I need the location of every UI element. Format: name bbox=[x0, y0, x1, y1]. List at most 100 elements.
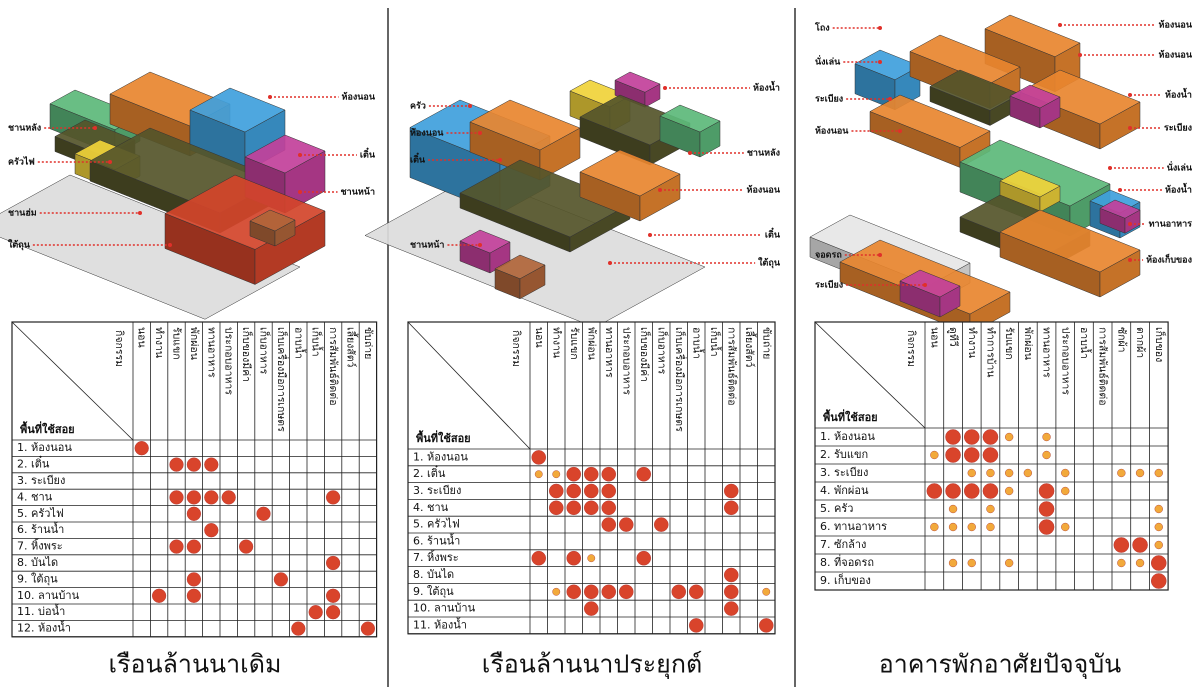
box-top bbox=[614, 71, 661, 93]
box-top bbox=[899, 269, 961, 298]
leader-dot bbox=[298, 190, 302, 194]
activity-dot bbox=[723, 500, 739, 516]
activity-dot bbox=[204, 490, 219, 505]
row-label: 3. ระเบียง bbox=[17, 474, 65, 487]
column-header: เก็บของมีค่า bbox=[240, 327, 254, 382]
diagram-label: ห้องนอน bbox=[342, 92, 376, 103]
row-label: 4. ชาน bbox=[17, 490, 53, 503]
activity-dot bbox=[587, 554, 596, 563]
activity-dot bbox=[134, 441, 149, 456]
row-label: 2. เติ๋น bbox=[413, 465, 446, 481]
column-header: อาบน้ำ bbox=[1078, 327, 1092, 359]
activity-dot bbox=[1150, 573, 1167, 589]
diagram-label: เติ๋น bbox=[765, 227, 781, 240]
activity-dot bbox=[204, 457, 219, 472]
leader-dot bbox=[93, 126, 97, 130]
activity-dot bbox=[1004, 468, 1014, 478]
activity-dot bbox=[583, 483, 599, 499]
row-label: 9. ใต้ถุน bbox=[17, 572, 58, 585]
activity-dot bbox=[1004, 558, 1014, 568]
diagram-label: จอดรถ bbox=[815, 251, 842, 261]
activity-dot bbox=[256, 506, 271, 521]
row-label: 4. ชาน bbox=[413, 501, 449, 514]
box-top bbox=[999, 209, 1141, 273]
row-label: 1. ห้องนอน bbox=[17, 441, 72, 454]
activity-dot bbox=[618, 584, 634, 600]
activity-dot bbox=[948, 504, 958, 514]
column-header: รับแขก bbox=[1003, 327, 1015, 360]
leader-dot bbox=[268, 95, 272, 99]
column-header: ทำงาน bbox=[153, 327, 165, 358]
activity-dot bbox=[1154, 468, 1163, 478]
leader-dot bbox=[108, 160, 112, 164]
diagram-label: ครัวไฟ bbox=[8, 156, 35, 168]
activity-dot bbox=[186, 539, 201, 554]
row-label: 5. ครัว bbox=[820, 502, 853, 515]
leader-dot bbox=[898, 129, 902, 133]
activity-dot bbox=[583, 601, 599, 616]
diagram-label: ห้องน้ำ bbox=[1165, 183, 1192, 196]
column-header: พักผ่อน bbox=[585, 327, 597, 360]
row-label: 2. รับแขก bbox=[820, 448, 868, 461]
activity-dot bbox=[552, 587, 561, 596]
diagram-label: นั่งเล่น bbox=[815, 55, 841, 68]
leader-dot bbox=[468, 104, 472, 108]
column-header: เก็บอาหาร bbox=[258, 327, 272, 375]
activity-dot bbox=[986, 468, 995, 478]
row-label: 9. ใต้ถุน bbox=[413, 585, 454, 598]
column-header: ทำงาน bbox=[550, 327, 562, 358]
activity-dot bbox=[169, 457, 184, 472]
row-label: 10. ลานบ้าน bbox=[17, 589, 80, 602]
box-top bbox=[459, 229, 511, 254]
column-header: นอน bbox=[928, 327, 940, 348]
diagram-label: เติ๋น bbox=[410, 152, 426, 165]
diagram-label: ห้องนอน bbox=[747, 185, 781, 196]
activity-dot bbox=[1113, 537, 1130, 553]
row-label: 1. ห้องนอน bbox=[413, 450, 468, 463]
row-label: 3. ระเบียง bbox=[413, 484, 461, 497]
activity-dot bbox=[326, 490, 341, 505]
box-top bbox=[929, 69, 1021, 111]
activity-dot bbox=[1004, 486, 1014, 496]
diagram-label: ใต้ถุน bbox=[758, 257, 781, 269]
activity-dot bbox=[963, 447, 980, 463]
leader-dot bbox=[1118, 188, 1122, 192]
activity-dot bbox=[1061, 486, 1070, 496]
column-header: พักผ่อน bbox=[188, 327, 200, 360]
activity-dot bbox=[967, 468, 976, 478]
activity-dot bbox=[186, 572, 201, 587]
row-label: 6. ทานอาหาร bbox=[820, 520, 887, 533]
column-header: ประกอบอาหาร bbox=[1059, 327, 1071, 395]
column-header: รับแขก bbox=[568, 327, 580, 360]
column-header: เลี้ยงสัตว์ bbox=[743, 327, 757, 368]
row-label: 12. ห้องน้ำ bbox=[17, 620, 71, 635]
box-top bbox=[249, 209, 296, 232]
activity-dot bbox=[531, 550, 547, 566]
diagram-label: ชานหน้า bbox=[410, 240, 444, 251]
box-top bbox=[1019, 69, 1141, 125]
activity-dot bbox=[601, 466, 617, 482]
activity-dot bbox=[762, 587, 771, 596]
column-header: การสัมพันธ์ติดต่อ bbox=[327, 327, 340, 406]
box-top bbox=[494, 254, 546, 280]
activity-dot bbox=[1061, 522, 1070, 532]
box-top bbox=[959, 139, 1111, 207]
row-label: 8. ที่จอดรถ bbox=[820, 554, 874, 569]
leader-dot bbox=[168, 243, 172, 247]
diagram-label: ใต้ถุน bbox=[8, 239, 31, 251]
activity-dot bbox=[326, 588, 341, 603]
row-label: 9. เก็บของ bbox=[820, 573, 871, 587]
box-top bbox=[984, 14, 1081, 58]
activity-dot bbox=[566, 584, 582, 600]
box-top bbox=[1009, 84, 1061, 109]
column-header: ทานอาหาร bbox=[205, 327, 217, 378]
diagram-label: ชานฮ่ม bbox=[8, 208, 37, 219]
activity-dot bbox=[1117, 468, 1126, 478]
row-label: 8. บันได bbox=[17, 556, 58, 569]
activity-dot bbox=[566, 550, 582, 566]
box-top bbox=[189, 87, 286, 133]
column-header: ขับถ่าย bbox=[760, 327, 772, 359]
table-line bbox=[814, 321, 926, 429]
leader-dot bbox=[1128, 258, 1132, 262]
activity-dot bbox=[930, 522, 939, 532]
